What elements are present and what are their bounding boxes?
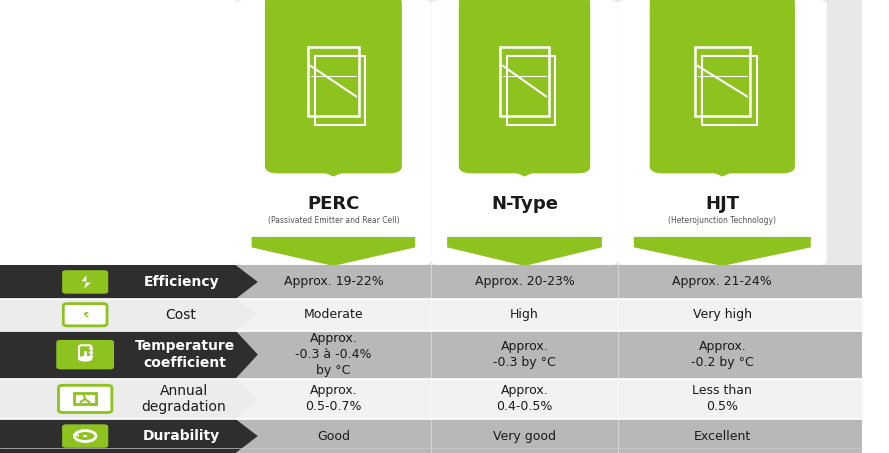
Text: Less than
0.5%: Less than 0.5% [693, 385, 752, 414]
FancyBboxPatch shape [431, 0, 618, 265]
Text: Cost: Cost [165, 308, 196, 322]
Text: Very high: Very high [693, 308, 752, 321]
Bar [507, 56, 555, 125]
Text: Excellent: Excellent [693, 429, 751, 443]
Text: N-Type: N-Type [491, 195, 558, 213]
Text: Good: Good [316, 429, 350, 443]
Polygon shape [252, 237, 415, 266]
Bar [0, 419, 862, 453]
Bar [501, 47, 549, 116]
Text: Approx.
-0.3 à -0.4%
by °C: Approx. -0.3 à -0.4% by °C [295, 332, 372, 377]
Polygon shape [0, 299, 258, 331]
Text: Approx.
-0.2 by °C: Approx. -0.2 by °C [691, 340, 754, 369]
Polygon shape [701, 167, 745, 177]
FancyBboxPatch shape [63, 304, 107, 326]
Bar [702, 56, 757, 125]
Text: Approx.
0.5-0.7%: Approx. 0.5-0.7% [305, 385, 362, 414]
Bar [0, 265, 862, 299]
FancyBboxPatch shape [62, 270, 108, 294]
FancyBboxPatch shape [618, 0, 827, 265]
Bar [236, 419, 862, 453]
Text: (Heterojunction Technology): (Heterojunction Technology) [669, 217, 776, 226]
Text: Approx. 20-23%: Approx. 20-23% [475, 275, 574, 289]
Text: HJT: HJT [705, 195, 740, 213]
Text: High: High [510, 308, 539, 321]
Polygon shape [634, 237, 811, 266]
Bar [315, 56, 365, 125]
Text: €: € [83, 312, 88, 318]
Polygon shape [447, 237, 602, 266]
Polygon shape [0, 265, 258, 299]
Text: Temperature
coefficient: Temperature coefficient [135, 339, 236, 370]
Circle shape [83, 435, 87, 437]
Text: Durability: Durability [143, 429, 220, 443]
FancyBboxPatch shape [265, 0, 402, 173]
FancyBboxPatch shape [56, 340, 114, 369]
FancyBboxPatch shape [59, 386, 112, 413]
Text: PERC: PERC [308, 195, 359, 213]
Polygon shape [502, 167, 547, 177]
Polygon shape [0, 419, 258, 453]
Bar [236, 265, 862, 299]
Text: Moderate: Moderate [303, 308, 364, 321]
Text: Efficiency: Efficiency [143, 275, 220, 289]
Bar [236, 379, 862, 419]
Polygon shape [0, 331, 258, 379]
Text: Approx.
0.4-0.5%: Approx. 0.4-0.5% [496, 385, 553, 414]
Polygon shape [0, 379, 258, 419]
Polygon shape [82, 275, 92, 289]
FancyBboxPatch shape [650, 0, 795, 173]
Text: Annual
degradation: Annual degradation [141, 384, 226, 414]
Polygon shape [311, 167, 356, 177]
Text: Approx.
-0.3 by °C: Approx. -0.3 by °C [493, 340, 556, 369]
Bar [75, 394, 96, 405]
FancyBboxPatch shape [62, 424, 108, 448]
Bar [308, 47, 359, 116]
Bar [0, 299, 862, 331]
Text: Approx. 19-22%: Approx. 19-22% [284, 275, 383, 289]
Bar [0, 379, 862, 419]
FancyBboxPatch shape [236, 0, 431, 265]
Bar [236, 299, 862, 331]
Text: Very good: Very good [493, 429, 556, 443]
Circle shape [79, 356, 91, 361]
Bar [236, 0, 862, 265]
FancyBboxPatch shape [459, 0, 590, 173]
Bar [0, 331, 862, 379]
Text: Approx. 21-24%: Approx. 21-24% [672, 275, 773, 289]
Bar [236, 331, 862, 379]
Text: (Passivated Emitter and Rear Cell): (Passivated Emitter and Rear Cell) [268, 217, 399, 226]
Bar [695, 47, 749, 116]
